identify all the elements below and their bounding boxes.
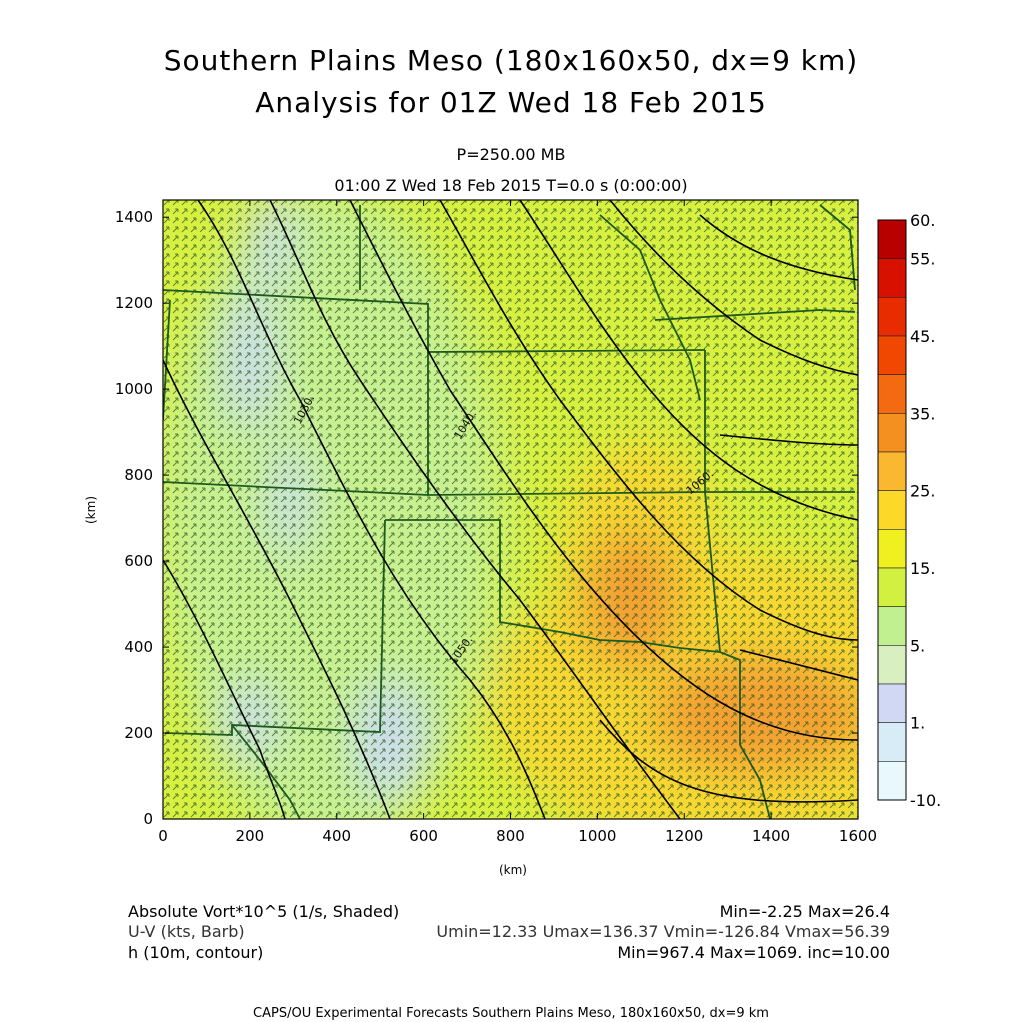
x-tick-label: 400 (322, 827, 351, 845)
colorbar-label: 1. (910, 714, 925, 733)
colorbar-swatch (877, 451, 907, 491)
wind-barbs-field (163, 200, 858, 819)
contour-10 (599, 719, 858, 803)
border-nebraska-kansas (163, 289, 706, 353)
border-kansas-oklahoma (427, 352, 855, 496)
colorbar-swatch (877, 722, 907, 762)
x-tick-label: 800 (496, 827, 525, 845)
colorbar-label: 45. (910, 327, 935, 346)
colorbar-label: 5. (910, 636, 925, 655)
colorbar-swatch (877, 529, 907, 569)
y-axis-ticks: 0 200 400 600 800 1000 1200 1400 (115, 208, 858, 828)
colorbar-swatch (877, 490, 907, 530)
y-tick-label: 200 (124, 724, 153, 742)
y-tick-label: 800 (124, 466, 153, 484)
contour-3 (163, 559, 286, 819)
y-tick-label: 1200 (115, 294, 153, 312)
x-axis-ticks: 0 200 400 600 800 1000 1200 1400 1600 (158, 200, 877, 845)
border-texas-oklahoma (385, 519, 741, 745)
y-tick-label: 0 (143, 810, 153, 828)
x-tick-label: 600 (409, 827, 438, 845)
colorbar-swatch (877, 335, 907, 375)
colorbar: 60. 55. 45. 35. 25. 15. 5. 1. -10. (877, 211, 941, 810)
contour-4 (269, 200, 681, 819)
colorbar-label: -10. (910, 791, 941, 810)
colorbar-swatch (877, 374, 907, 414)
x-axis-label: (km) (499, 863, 527, 877)
colorbar-swatch (877, 219, 907, 259)
border-west (163, 299, 171, 421)
time-label: 01:00 Z Wed 18 Feb 2015 T=0.0 s (0:00:00… (334, 176, 688, 195)
contour-5 (349, 200, 858, 741)
level-label: P=250.00 MB (456, 145, 566, 164)
border-northeast (819, 204, 856, 291)
contour-7 (519, 200, 858, 521)
border-missouri-river (599, 214, 701, 401)
contour-6 (439, 200, 858, 641)
colorbar-label: 25. (910, 482, 935, 501)
y-axis-label: (km) (84, 496, 98, 524)
field-info-3-name: h (10m, contour) (128, 943, 264, 962)
contour-1 (197, 200, 546, 819)
x-tick-label: 1400 (752, 827, 790, 845)
border-louisiana (739, 744, 771, 819)
y-tick-label: 600 (124, 552, 153, 570)
chart-title-line2: Analysis for 01Z Wed 18 Feb 2015 (255, 86, 767, 119)
field-info-1-name: Absolute Vort*10^5 (1/s, Shaded) (128, 902, 400, 921)
colorbar-label: 35. (910, 404, 935, 423)
x-tick-label: 0 (158, 827, 168, 845)
colorbar-swatch (877, 606, 907, 646)
contour-8 (609, 200, 858, 376)
vorticity-shading: 1030. 1040.1050.1060. (163, 200, 858, 819)
height-contours (163, 200, 858, 819)
field-info-3-stats: Min=967.4 Max=1069. inc=10.00 (617, 943, 890, 962)
colorbar-swatch (877, 258, 907, 298)
colorbar-swatch (877, 297, 907, 337)
colorbar-label: 60. (910, 211, 935, 230)
footer-credit: CAPS/OU Experimental Forecasts Southern … (253, 1006, 769, 1021)
border-iowa-missouri (654, 309, 856, 321)
field-info-1-stats: Min=-2.25 Max=26.4 (719, 902, 890, 921)
y-tick-label: 1400 (115, 208, 153, 226)
x-tick-label: 1200 (665, 827, 703, 845)
colorbar-swatch (877, 645, 907, 685)
colorbar-swatch (877, 567, 907, 607)
colorbar-swatch (877, 413, 907, 453)
border-missouri (704, 350, 721, 653)
state-borders (163, 204, 856, 819)
colorbar-swatch (877, 761, 907, 801)
border-rio-grande (231, 724, 301, 819)
y-tick-label: 1000 (115, 380, 153, 398)
border-colorado-nm (163, 481, 429, 496)
colorbar-label: 15. (910, 559, 935, 578)
colorbar-swatch (877, 683, 907, 723)
x-tick-label: 200 (236, 827, 265, 845)
chart-title-line1: Southern Plains Meso (180x160x50, dx=9 k… (163, 44, 859, 77)
contour-12 (719, 434, 858, 446)
contour-9 (699, 214, 858, 281)
colorbar-frame (877, 219, 907, 801)
contour-2 (163, 359, 391, 819)
y-tick-label: 400 (124, 638, 153, 656)
x-tick-label: 1000 (578, 827, 616, 845)
x-tick-label: 1600 (839, 827, 877, 845)
field-info-2-stats: Umin=12.33 Umax=136.37 Vmin=-126.84 Vmax… (436, 922, 890, 941)
contour-11 (739, 649, 858, 681)
field-info-2-name: U-V (kts, Barb) (128, 922, 245, 941)
colorbar-label: 55. (910, 250, 935, 269)
